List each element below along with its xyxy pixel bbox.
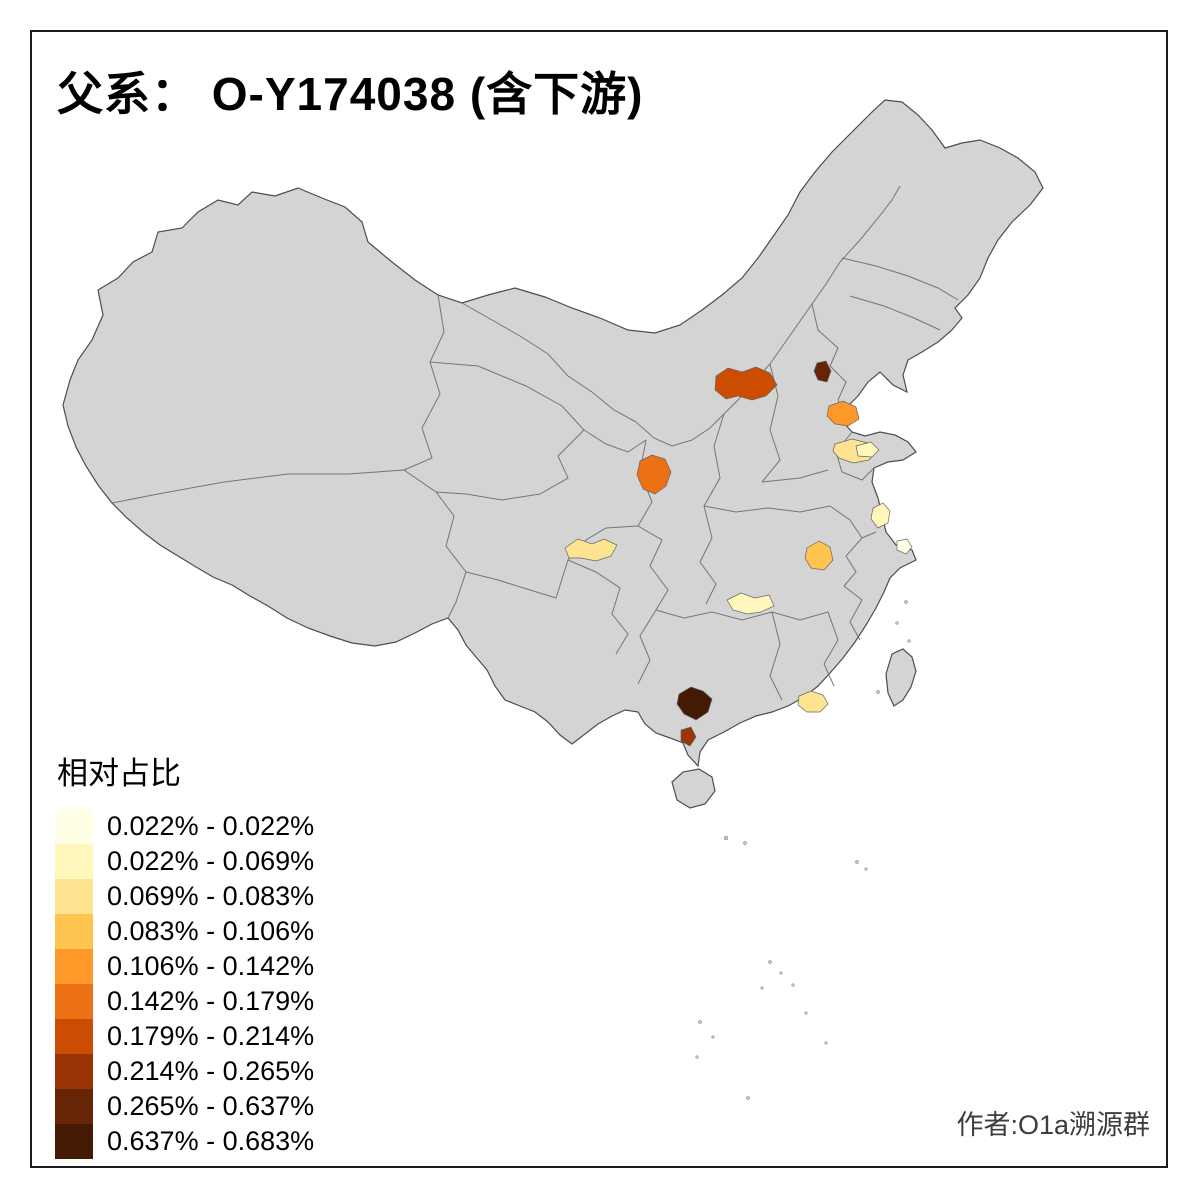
hainan-island <box>671 768 716 809</box>
legend-item: 0.214% - 0.265% <box>55 1054 314 1089</box>
highlight-region <box>896 538 913 555</box>
china-mainland <box>62 99 1044 768</box>
legend-label: 0.142% - 0.179% <box>107 986 315 1016</box>
highlight-region <box>636 454 672 495</box>
legend-swatch <box>55 914 93 949</box>
legend: 相对占比 0.022% - 0.022% 0.022% - 0.069% 0.0… <box>55 748 314 1159</box>
legend-label: 0.069% - 0.083% <box>107 881 315 911</box>
legend-swatch <box>55 809 93 844</box>
legend-item: 0.083% - 0.106% <box>55 914 314 949</box>
legend-item: 0.265% - 0.637% <box>55 1089 314 1124</box>
legend-swatch <box>55 1089 93 1124</box>
legend-rows: 0.022% - 0.022% 0.022% - 0.069% 0.069% -… <box>55 809 314 1159</box>
highlight-region <box>676 686 713 721</box>
legend-swatch <box>55 844 93 879</box>
highlight-region <box>564 538 618 562</box>
province-borders <box>111 185 959 701</box>
highlight-region <box>855 441 880 458</box>
legend-item: 0.022% - 0.069% <box>55 844 314 879</box>
page-title: 父系： O-Y174038 (含下游) <box>57 68 644 120</box>
highlight-region <box>797 690 829 713</box>
sea-islands <box>695 600 911 1100</box>
legend-item: 0.106% - 0.142% <box>55 949 314 984</box>
legend-swatch <box>55 984 93 1019</box>
legend-item: 0.069% - 0.083% <box>55 879 314 914</box>
legend-title: 相对占比 <box>57 756 181 791</box>
legend-label: 0.214% - 0.265% <box>107 1056 315 1086</box>
taiwan-island <box>885 648 917 707</box>
legend-item: 0.179% - 0.214% <box>55 1019 314 1054</box>
legend-item: 0.142% - 0.179% <box>55 984 314 1019</box>
highlight-region <box>813 360 832 383</box>
legend-label: 0.022% - 0.022% <box>107 811 315 841</box>
legend-swatch <box>55 1019 93 1054</box>
legend-label: 0.637% - 0.683% <box>107 1126 315 1156</box>
legend-swatch <box>55 879 93 914</box>
highlighted-regions <box>564 360 913 747</box>
highlight-region <box>826 400 860 427</box>
legend-label: 0.022% - 0.069% <box>107 846 315 876</box>
author-credit: 作者:O1a溯源群 <box>956 1110 1150 1140</box>
legend-label: 0.265% - 0.637% <box>107 1091 315 1121</box>
highlight-region <box>680 726 697 747</box>
legend-item: 0.022% - 0.022% <box>55 809 314 844</box>
highlight-region <box>804 540 834 571</box>
legend-label: 0.083% - 0.106% <box>107 916 315 946</box>
highlight-region <box>870 502 891 529</box>
highlight-region <box>726 592 775 615</box>
legend-swatch <box>55 1054 93 1089</box>
legend-swatch <box>55 1124 93 1159</box>
legend-label: 0.179% - 0.214% <box>107 1021 315 1051</box>
highlight-region <box>714 366 778 401</box>
legend-label: 0.106% - 0.142% <box>107 951 315 981</box>
legend-item: 0.637% - 0.683% <box>55 1124 314 1159</box>
legend-swatch <box>55 949 93 984</box>
